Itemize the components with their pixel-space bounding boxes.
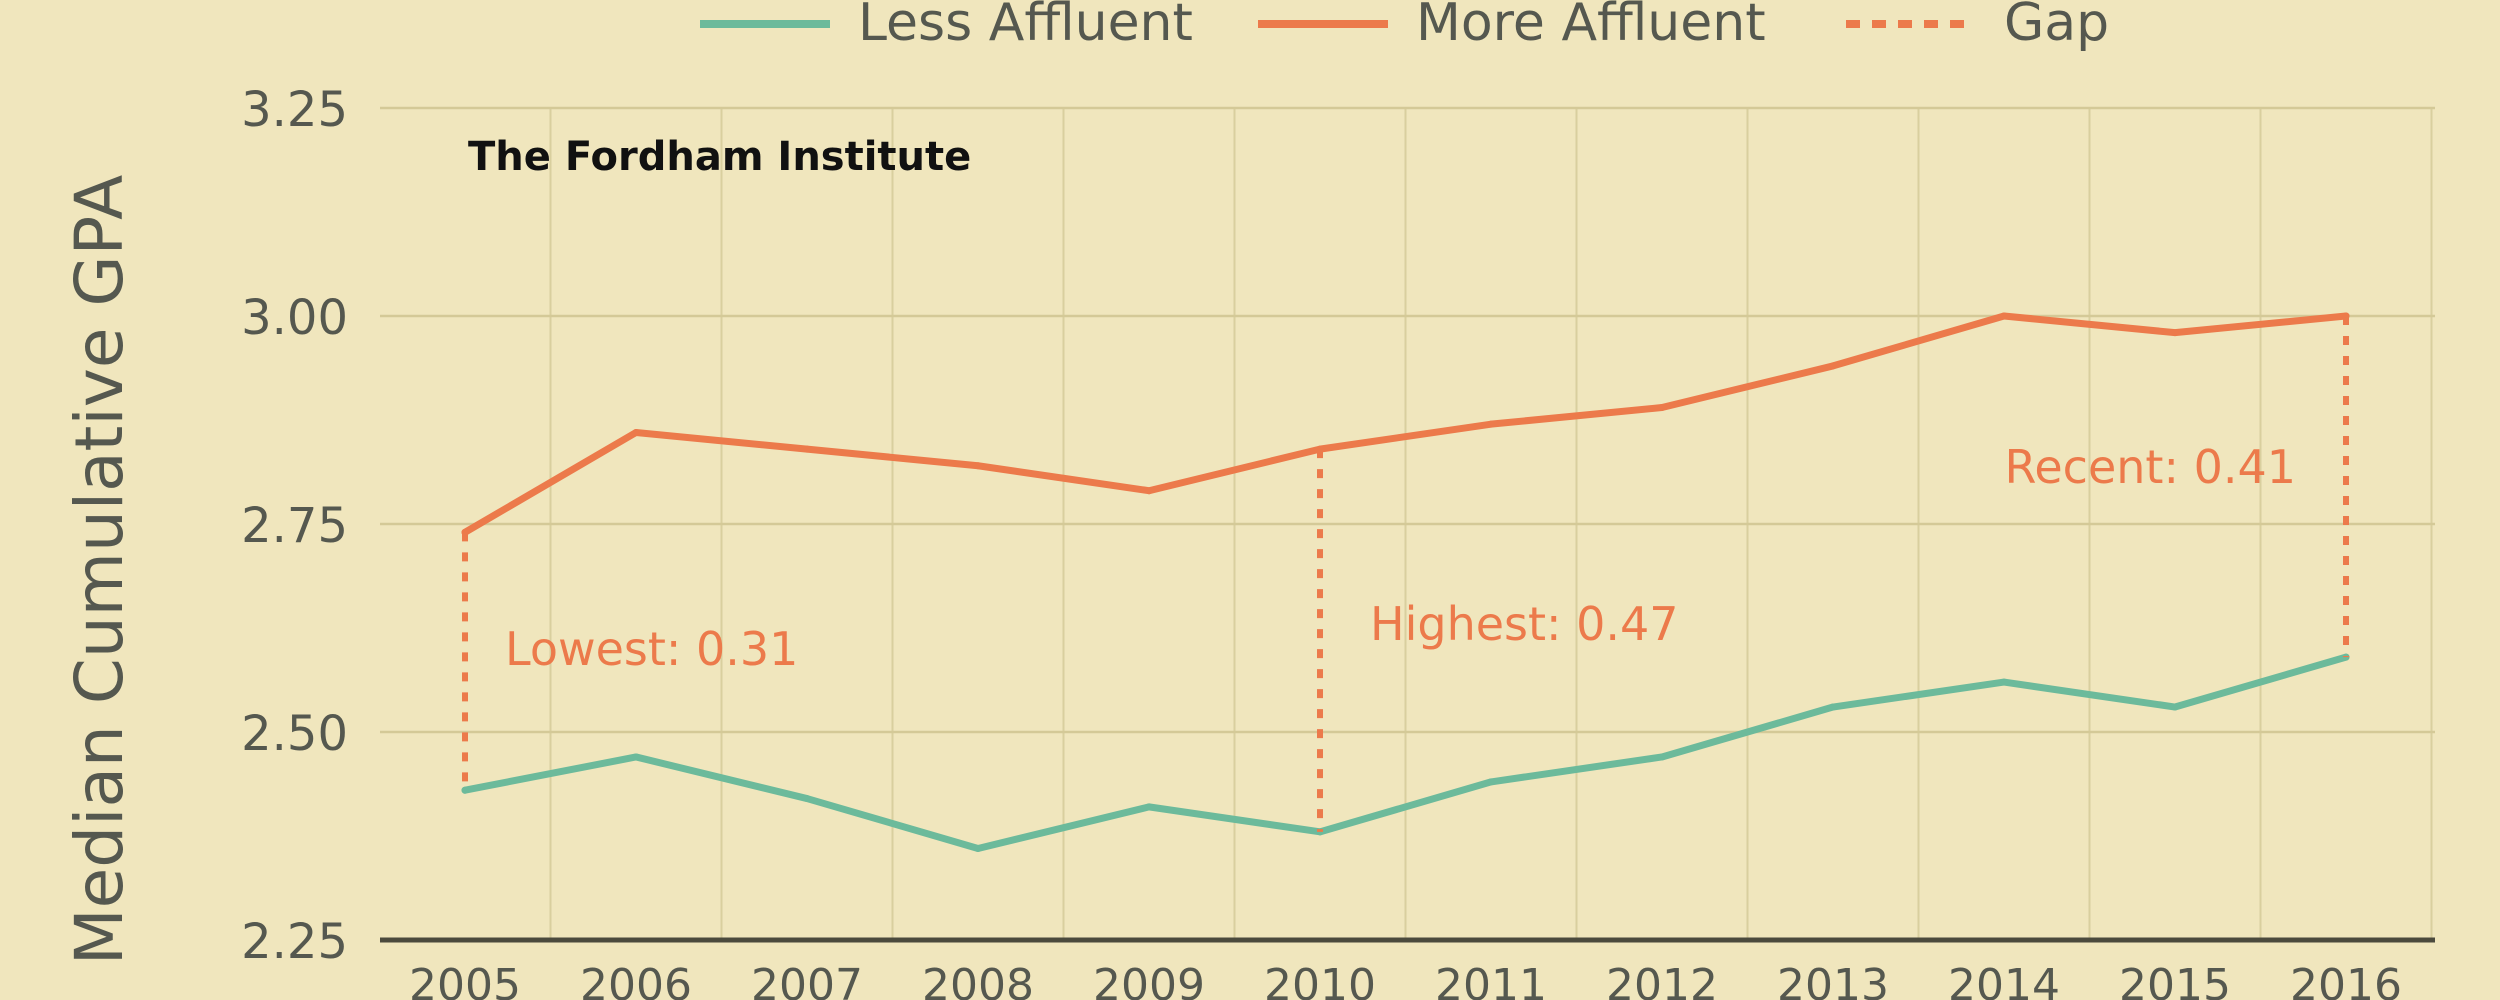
- data-point: [1829, 362, 1837, 370]
- data-point: [1145, 487, 1153, 495]
- x-tick-label: 2010: [1264, 960, 1376, 1000]
- data-point: [1487, 778, 1495, 786]
- x-tick-label: 2006: [580, 960, 692, 1000]
- y-tick-label: 2.50: [241, 706, 348, 762]
- data-point: [461, 786, 469, 794]
- data-point: [2171, 703, 2179, 711]
- data-point: [803, 445, 811, 453]
- source-label: The Fordham Institute: [468, 134, 971, 180]
- data-point: [632, 753, 640, 761]
- x-tick-label: 2012: [1606, 960, 1718, 1000]
- series-line: [461, 312, 2350, 536]
- legend: Less Affluent More Affluent Gap: [700, 0, 2109, 53]
- x-tick-label: 2008: [922, 960, 1034, 1000]
- y-tick-label: 3.00: [241, 290, 348, 346]
- data-point: [2000, 678, 2008, 686]
- gap-annotation: Highest: 0.47: [1370, 597, 1679, 651]
- y-tick-label: 2.75: [241, 498, 348, 554]
- data-point: [974, 462, 982, 470]
- x-tick-label: 2013: [1777, 960, 1889, 1000]
- x-tick-label: 2007: [751, 960, 863, 1000]
- legend-label: Less Affluent: [858, 0, 1193, 53]
- data-point: [1487, 420, 1495, 428]
- data-point: [1658, 753, 1666, 761]
- gap-markers: Lowest: 0.31 Highest: 0.47 Recent: 0.41: [462, 316, 2349, 832]
- data-point: [2171, 329, 2179, 337]
- legend-label: Gap: [2004, 0, 2109, 53]
- gap-annotation: Lowest: 0.31: [505, 622, 798, 676]
- grid: [380, 106, 2435, 940]
- axes: 2.25 2.50 2.75 3.00 3.25 2005 2006 2007 2008 2009…: [241, 82, 2435, 1000]
- series-line: [461, 653, 2350, 852]
- legend-label: More Affluent: [1416, 0, 1766, 53]
- x-tick-label: 2009: [1093, 960, 1205, 1000]
- data-point: [974, 844, 982, 852]
- gap-annotation: Recent: 0.41: [2004, 440, 2296, 494]
- data-point: [1829, 703, 1837, 711]
- x-tick-label: 2014: [1948, 960, 2060, 1000]
- x-tick-label: 2005: [409, 960, 521, 1000]
- y-tick-label: 3.25: [241, 82, 348, 138]
- data-point: [1145, 803, 1153, 811]
- y-axis-label: Median Cumulative GPA: [61, 175, 138, 966]
- data-point: [2000, 312, 2008, 320]
- data-point: [1658, 404, 1666, 412]
- y-tick-label: 2.25: [241, 914, 348, 970]
- data-point: [803, 795, 811, 803]
- data-point: [632, 428, 640, 436]
- x-tick-label: 2016: [2290, 960, 2402, 1000]
- x-tick-label: 2015: [2119, 960, 2231, 1000]
- x-tick-label: 2011: [1435, 960, 1547, 1000]
